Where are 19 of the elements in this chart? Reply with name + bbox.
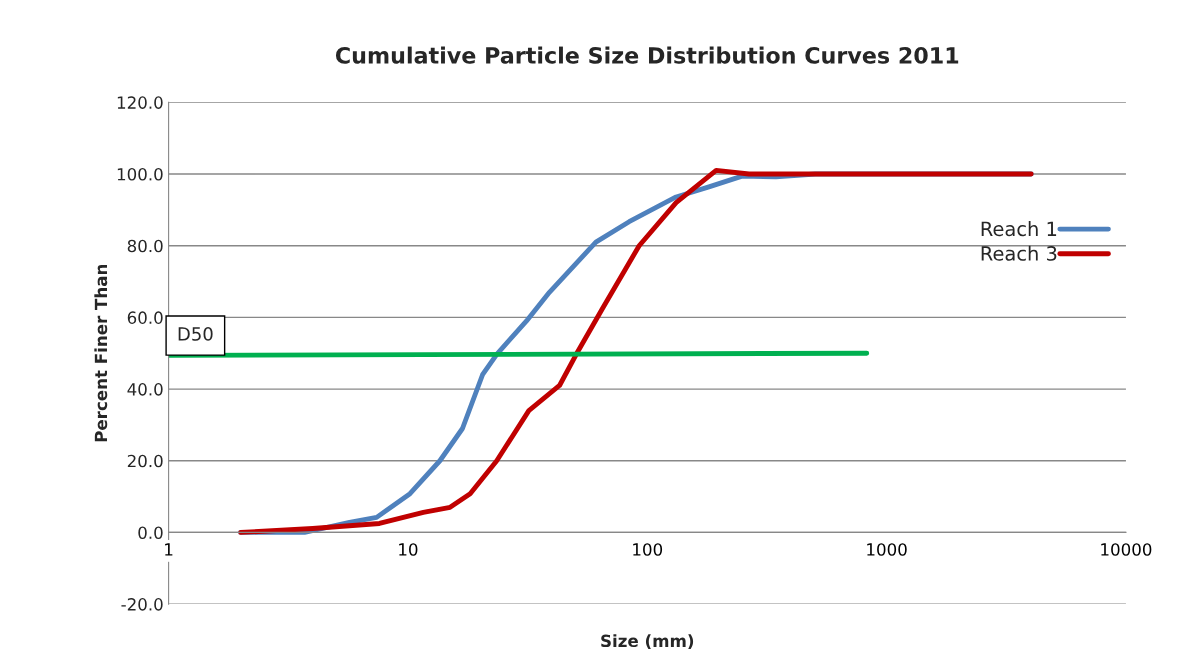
y-tick-label: 100.0 [117, 168, 163, 181]
y-tick-label: 40.0 [127, 383, 163, 396]
x-tick-label: 1000 [867, 543, 907, 556]
x-tick-label: 100 [633, 543, 663, 556]
y-tick-label: 80.0 [127, 239, 163, 253]
y-tick-label: 60.0 [127, 311, 163, 324]
y-tick-label: -20.0 [121, 598, 163, 611]
legend-label: Reach 1 [981, 221, 1057, 237]
y-tick-label: 20.0 [127, 454, 163, 468]
x-tick-label: 1 [165, 543, 173, 556]
legend-label: Reach 3 [981, 245, 1057, 261]
annotation: D50 [178, 327, 213, 341]
y-tick-label: 120.0 [117, 96, 163, 109]
x-axis-title: Size (mm) [601, 634, 694, 650]
x-tick-label: 10 [399, 543, 418, 556]
chart-title: Cumulative Particle Size Distribution Curves 2011 [335, 46, 959, 64]
y-axis-title: Percent Finer Than [94, 264, 108, 442]
y-tick-label: 0.0 [138, 526, 163, 539]
x-tick-label: 10000 [1101, 543, 1152, 556]
